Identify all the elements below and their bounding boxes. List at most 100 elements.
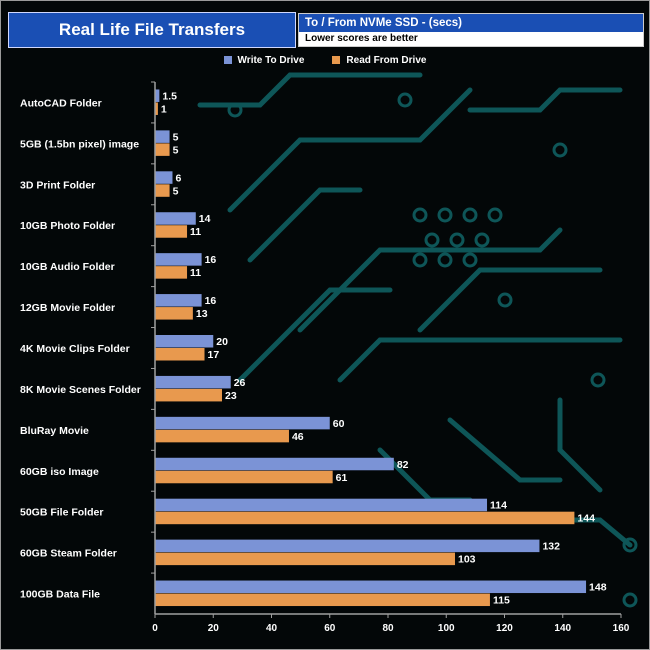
bar-read <box>155 307 193 320</box>
data-label: 46 <box>292 431 304 443</box>
bar-read <box>155 266 188 279</box>
circuit-node <box>227 102 243 118</box>
bar-write <box>155 89 160 102</box>
data-label: 60 <box>333 418 345 430</box>
data-label: 61 <box>336 472 348 484</box>
circuit-trace <box>247 187 363 263</box>
circuit-node <box>474 232 490 248</box>
data-label: 82 <box>397 459 409 471</box>
data-label: 16 <box>205 295 217 307</box>
data-label: 144 <box>577 513 595 525</box>
legend-swatch-read <box>332 56 341 64</box>
circuit-node <box>424 232 440 248</box>
bar-read <box>155 388 222 402</box>
bar-read <box>155 470 333 484</box>
data-label: 13 <box>196 308 208 320</box>
category-label: 12GB Movie Folder <box>20 302 115 314</box>
x-tick-label: 20 <box>208 623 220 634</box>
circuit-trace <box>557 397 603 493</box>
data-label: 14 <box>199 213 211 225</box>
bar-write <box>155 539 540 553</box>
category-label: 60GB iso Image <box>20 466 99 478</box>
legend-swatch-write <box>223 56 232 64</box>
category-label: 10GB Audio Folder <box>20 261 115 273</box>
bar-write <box>155 212 196 225</box>
bar-read <box>155 429 289 443</box>
chart-subtitle: To / From NVMe SSD - (secs) <box>299 14 643 32</box>
category-label: 8K Movie Scenes Folder <box>20 384 141 396</box>
legend-label-read: Read From Drive <box>346 54 427 66</box>
circuit-node <box>622 537 638 553</box>
bar-write <box>155 416 330 430</box>
data-label: 20 <box>216 336 228 348</box>
bar-read <box>155 348 205 361</box>
data-label: 11 <box>190 267 201 279</box>
data-label: 132 <box>542 541 560 553</box>
circuit-node <box>449 232 465 248</box>
category-label: 50GB File Folder <box>20 507 103 519</box>
legend-item-write: Write To Drive <box>223 53 305 67</box>
category-label: 100GB Data File <box>20 589 100 601</box>
bar-write <box>155 253 202 266</box>
bar-write <box>155 580 587 594</box>
bar-read <box>155 225 188 238</box>
circuit-trace <box>377 447 473 503</box>
bar-write <box>155 130 170 143</box>
subtitle-box: To / From NVMe SSD - (secs) Lower scores… <box>298 13 644 47</box>
x-tick-label: 80 <box>382 623 394 634</box>
data-label: 5 <box>173 144 179 156</box>
data-label: 115 <box>493 595 510 607</box>
bar-read <box>155 552 455 566</box>
data-label: 1.5 <box>162 90 177 102</box>
circuit-node <box>487 207 503 223</box>
circuit-trace <box>197 72 423 108</box>
data-label: 23 <box>225 390 237 402</box>
bar-read <box>155 184 170 197</box>
data-label: 17 <box>208 349 220 361</box>
category-label: 10GB Photo Folder <box>20 220 115 232</box>
circuit-trace <box>337 337 623 383</box>
circuit-node <box>590 372 606 388</box>
bar-read <box>155 593 490 607</box>
axes-group: AutoCAD Folder 5GB (1.5bn pixel) image 3D … <box>20 81 630 634</box>
circuit-trace <box>417 267 603 333</box>
data-label: 11 <box>190 226 201 238</box>
legend-item-read: Read From Drive <box>332 53 426 67</box>
bars-group: 1.51556514111611161320172623604682611141… <box>155 89 607 607</box>
data-label: 5 <box>173 131 179 143</box>
circuit-node <box>622 592 638 608</box>
circuit-node <box>462 252 478 268</box>
legend: Write To Drive Read From Drive <box>0 53 650 67</box>
chart-title: Real Life File Transfers <box>8 12 296 48</box>
bar-write <box>155 171 173 184</box>
circuit-trace <box>227 87 473 213</box>
data-label: 6 <box>175 172 181 184</box>
circuit-background <box>197 72 638 608</box>
circuit-trace <box>467 87 623 113</box>
bar-write <box>155 294 202 307</box>
category-label: 4K Movie Clips Folder <box>20 343 130 355</box>
bar-write <box>155 457 394 471</box>
circuit-trace <box>237 287 393 383</box>
data-label: 26 <box>234 377 246 389</box>
bar-read <box>155 511 575 525</box>
x-tick-label: 140 <box>554 623 571 634</box>
circuit-node <box>397 92 413 108</box>
category-label: AutoCAD Folder <box>20 97 102 109</box>
data-label: 1 <box>161 103 167 115</box>
category-label: 60GB Steam Folder <box>20 548 117 560</box>
x-tick-label: 100 <box>438 623 455 634</box>
circuit-node <box>437 252 453 268</box>
data-label: 16 <box>205 254 217 266</box>
bar-write <box>155 375 231 389</box>
bar-write <box>155 335 214 348</box>
chart-note: Lower scores are better <box>299 32 643 46</box>
bar-write <box>155 498 488 512</box>
data-label: 148 <box>589 582 607 594</box>
data-label: 5 <box>173 185 179 197</box>
x-tick-label: 160 <box>613 623 630 634</box>
legend-label-write: Write To Drive <box>237 54 305 66</box>
category-label: BluRay Movie <box>20 425 89 437</box>
circuit-node <box>497 292 513 308</box>
